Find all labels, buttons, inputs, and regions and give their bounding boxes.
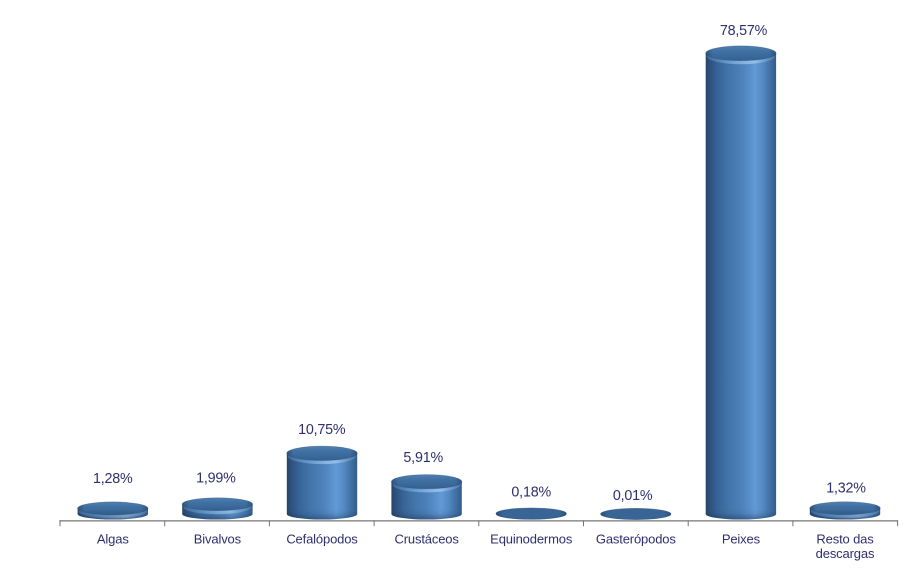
svg-text:Equinodermos: Equinodermos	[490, 531, 573, 546]
svg-text:1,28%: 1,28%	[93, 471, 133, 487]
svg-text:5,91%: 5,91%	[403, 450, 443, 466]
svg-text:0,18%: 0,18%	[511, 484, 551, 500]
svg-text:Crustáceos: Crustáceos	[394, 531, 459, 546]
svg-text:Resto das: Resto das	[816, 531, 874, 546]
svg-text:0,01%: 0,01%	[613, 488, 653, 504]
svg-text:Peixes: Peixes	[722, 531, 761, 546]
svg-text:1,99%: 1,99%	[196, 471, 236, 487]
svg-text:10,75%: 10,75%	[298, 422, 346, 438]
svg-text:descargas: descargas	[816, 546, 875, 561]
svg-text:Bivalvos: Bivalvos	[194, 531, 242, 546]
svg-text:Cefalópodos: Cefalópodos	[286, 531, 358, 546]
svg-text:1,32%: 1,32%	[826, 480, 866, 496]
svg-text:Algas: Algas	[97, 531, 129, 546]
svg-text:78,57%: 78,57%	[720, 23, 768, 39]
svg-text:Gasterópodos: Gasterópodos	[596, 531, 677, 546]
